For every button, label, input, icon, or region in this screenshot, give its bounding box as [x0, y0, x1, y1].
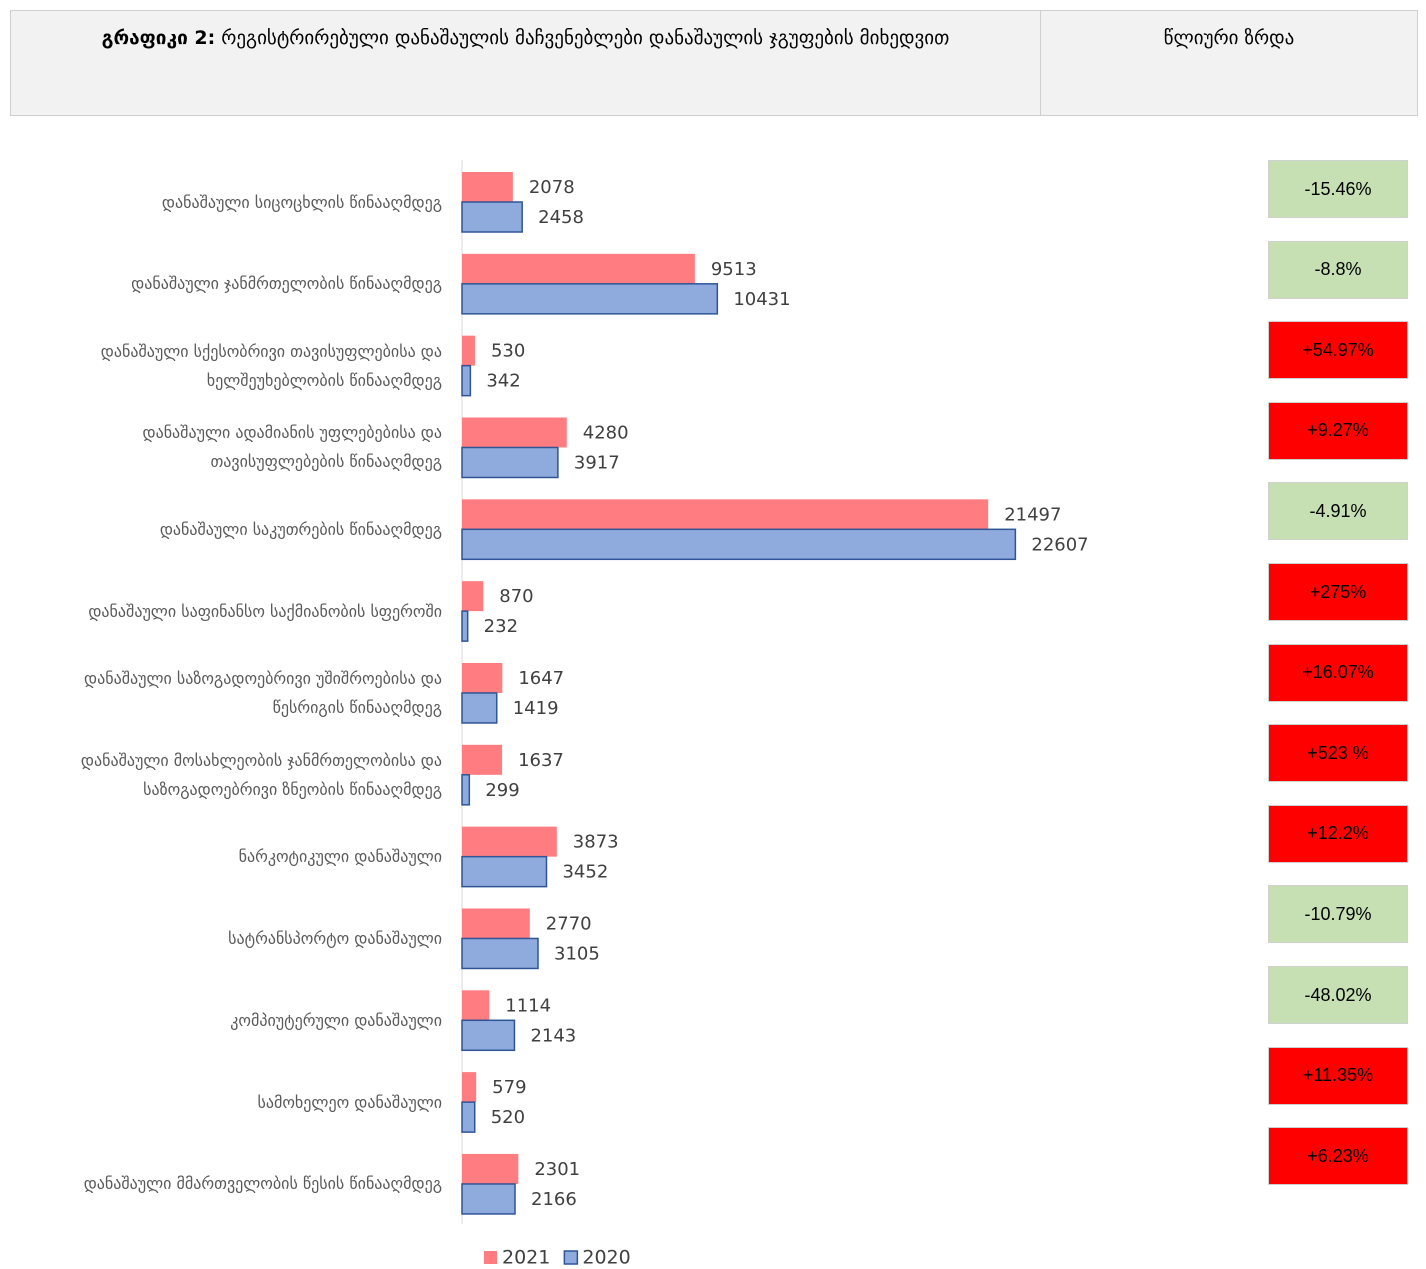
value-label: 1114 — [505, 995, 551, 1016]
category-label: დანაშაული საფინანსო საქმიანობის სფეროში — [88, 601, 442, 621]
growth-box: +12.2% — [1268, 804, 1408, 863]
value-label: 3917 — [574, 452, 620, 473]
category-label: დანაშაული საზოგადოებრივი უშიშროებისა და … — [84, 668, 442, 717]
value-label: 2770 — [546, 913, 592, 934]
value-label: 9513 — [711, 259, 757, 280]
category-label: დანაშაული სიცოცხლის წინააღმდეგ — [161, 192, 442, 212]
bar — [462, 990, 490, 1021]
legend-label: 2021 — [502, 1247, 550, 1269]
value-label: 3105 — [554, 943, 600, 964]
value-label: 2078 — [529, 177, 575, 198]
bar — [461, 774, 471, 806]
bar — [462, 908, 530, 939]
category-label: დანაშაული ადამიანის უფლებებისა და თავისუ… — [142, 423, 442, 472]
bar — [462, 417, 567, 448]
value-label: 1647 — [518, 668, 564, 689]
category-label: დანაშაული მოსახლეობის ჯანმრთელობისა და ს… — [80, 750, 442, 799]
title: რეგისტრირებული დანაშაულის მაჩვენებლები დ… — [221, 27, 950, 49]
value-label: 3452 — [562, 862, 608, 883]
category-label: სამოხელეო დანაშაული — [257, 1092, 443, 1112]
title-cell: გრაფიკი 2: რეგისტრირებული დანაშაულის მაჩ… — [10, 10, 1041, 116]
bar — [461, 364, 472, 397]
value-label: 1419 — [513, 698, 559, 719]
bar — [461, 1019, 516, 1052]
value-label: 3873 — [573, 832, 619, 853]
title-label: გრაფიკი 2: — [101, 27, 216, 49]
value-label: 2458 — [538, 207, 584, 228]
legend-swatch — [484, 1251, 497, 1264]
bar — [461, 855, 548, 888]
bar — [461, 283, 719, 315]
value-label: 520 — [491, 1107, 525, 1128]
bar — [462, 499, 989, 530]
growth-box: -4.91% — [1268, 482, 1408, 541]
growth-box: +54.97% — [1268, 321, 1408, 380]
growth-box: +523 % — [1268, 724, 1408, 783]
bar — [461, 937, 539, 970]
value-label: 2143 — [530, 1025, 576, 1046]
value-label: 232 — [484, 616, 518, 637]
value-label: 22607 — [1031, 534, 1088, 555]
value-label: 579 — [492, 1077, 526, 1098]
bar — [462, 581, 484, 612]
bar — [462, 253, 695, 284]
growth-box: -15.46% — [1268, 160, 1408, 218]
value-label: 2301 — [534, 1159, 580, 1180]
value-label: 299 — [485, 780, 519, 801]
bar — [462, 1153, 519, 1184]
value-label: 530 — [491, 341, 525, 362]
category-label: დანაშაული სქესობრივი თავისუფლებისა და ხე… — [100, 341, 442, 390]
bar — [462, 826, 557, 857]
bar — [461, 692, 498, 724]
bar — [461, 1101, 476, 1133]
growth-box: +6.23% — [1268, 1127, 1408, 1186]
value-label: 870 — [499, 586, 533, 607]
category-label: დანაშაული ჯანმრთელობის წინააღმდეგ — [131, 274, 442, 294]
category-label: დანაშაული საკუთრების წინააღმდეგ — [159, 519, 442, 539]
bar — [461, 528, 1017, 561]
value-label: 4280 — [583, 422, 629, 443]
category-label: სატრანსპორტო დანაშაული — [228, 928, 442, 948]
growth-header: წლიური ზრდა — [1040, 10, 1418, 116]
category-label: ნარკოტიკული დანაშაული — [238, 847, 442, 867]
category-label: დანაშაული მმართველობის წესის წინააღმდეგ — [83, 1174, 442, 1194]
bar — [461, 610, 469, 642]
value-label: 21497 — [1004, 504, 1061, 525]
category-label: კომპიუტერული დანაშაული — [230, 1010, 442, 1030]
value-label: 342 — [486, 371, 520, 392]
bar — [462, 662, 503, 693]
value-label: 2166 — [531, 1189, 577, 1210]
bar — [462, 335, 475, 366]
bar — [461, 201, 523, 233]
growth-box: +16.07% — [1268, 643, 1408, 702]
growth-box: -8.8% — [1268, 240, 1408, 299]
bar — [462, 744, 503, 775]
value-label: 10431 — [733, 289, 790, 310]
bar — [461, 446, 559, 479]
growth-box: +9.27% — [1268, 401, 1408, 460]
legend-swatch — [563, 1250, 579, 1265]
growth-box: +11.35% — [1268, 1046, 1408, 1105]
growth-box: +275% — [1268, 563, 1408, 621]
bar — [462, 1072, 477, 1103]
value-label: 1637 — [518, 750, 564, 771]
growth-box: -10.79% — [1268, 885, 1408, 944]
growth-box: -48.02% — [1268, 966, 1408, 1024]
bar — [461, 1183, 516, 1215]
legend-label: 2020 — [582, 1247, 630, 1269]
bar — [462, 172, 513, 202]
